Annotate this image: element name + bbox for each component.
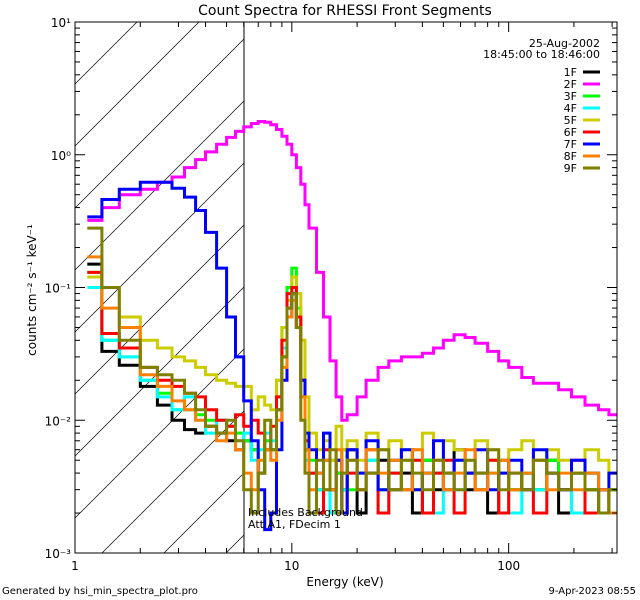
legend-label-5F: 5F: [564, 114, 577, 127]
x-tick-labels: 1 10 100: [71, 559, 520, 573]
footer-generated-by: Generated by hsi_min_spectra_plot.pro: [2, 586, 198, 597]
series-7F: [87, 180, 617, 532]
legend-label-7F: 7F: [564, 138, 577, 151]
y-tick-label: 10⁻³: [45, 547, 72, 561]
x-tick-label: 100: [497, 559, 520, 573]
y-tick-labels: 10⁻³ 10⁻² 10⁻¹ 10⁰ 10¹: [45, 16, 72, 561]
legend-label-6F: 6F: [564, 126, 577, 139]
hatch-line: [163, 473, 244, 554]
hatch-line: [74, 39, 244, 209]
footer-timestamp: 9-Apr-2023 08:55: [549, 586, 636, 597]
axis-ticks: [74, 21, 617, 554]
y-axis-label: counts cm⁻² s⁻¹ keV⁻¹: [25, 224, 39, 356]
series-4F: [87, 286, 617, 515]
hatch-line: [74, 287, 244, 457]
legend-label-1F: 1F: [564, 66, 577, 79]
series-3F: [87, 266, 617, 515]
y-tick-label: 10⁰: [51, 149, 71, 163]
hatch-line: [74, 225, 244, 395]
y-tick-label: 10⁻¹: [45, 282, 72, 296]
y-tick-label: 10¹: [51, 16, 71, 30]
legend-label-4F: 4F: [564, 102, 577, 115]
hatch-line: [225, 535, 244, 554]
legend-date: 25-Aug-2002: [529, 37, 600, 50]
x-axis-label: Energy (keV): [306, 575, 383, 589]
y-tick-label: 10⁻²: [45, 414, 72, 428]
annotation-background: Includes Background: [248, 506, 363, 519]
x-tick-label: 10: [284, 559, 299, 573]
series-1F: [87, 262, 617, 515]
legend-time-range: 18:45:00 to 18:46:00: [483, 48, 600, 61]
annotation-attenuator: Att A1, FDecim 1: [248, 518, 341, 531]
hatch-line: [101, 411, 244, 554]
chart-title: Count Spectra for RHESSI Front Segments: [198, 3, 492, 19]
hatch-line: [74, 101, 244, 271]
legend-label-9F: 9F: [564, 162, 577, 175]
legend-label-3F: 3F: [564, 90, 577, 103]
series-group: [87, 120, 617, 532]
legend-label-8F: 8F: [564, 150, 577, 163]
series-2F: [87, 120, 617, 422]
legend-label-2F: 2F: [564, 78, 577, 91]
x-tick-label: 1: [71, 559, 79, 573]
series-9F: [87, 226, 617, 515]
hatch-line: [74, 21, 200, 147]
hatch-line: [74, 163, 244, 333]
hatch-line: [74, 21, 138, 85]
